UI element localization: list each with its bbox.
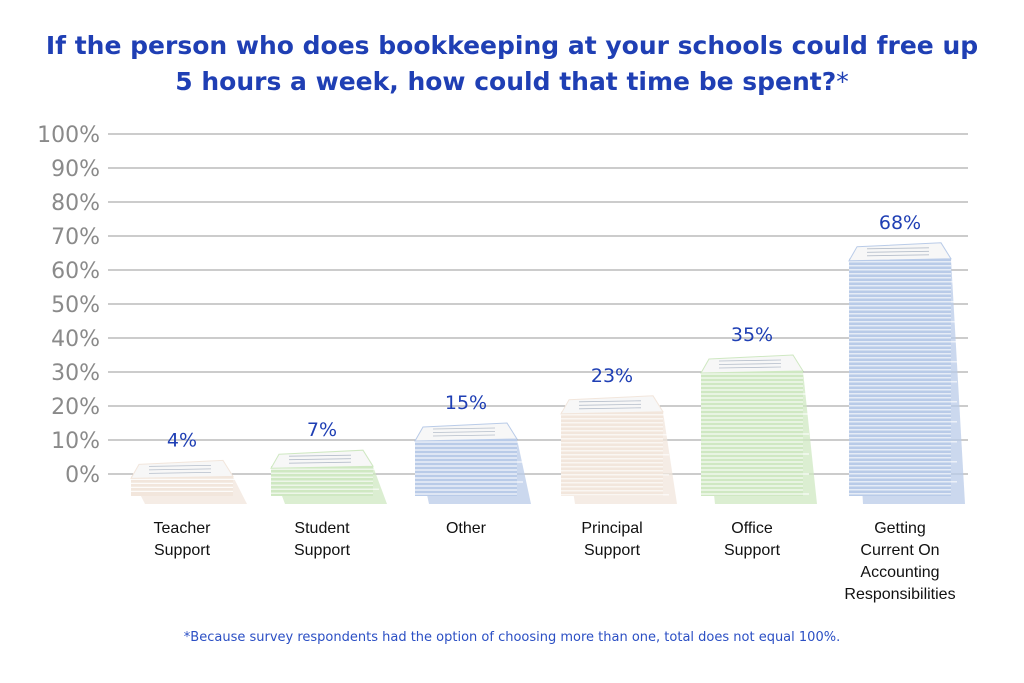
x-category-label: Current On bbox=[860, 542, 939, 559]
document-line bbox=[718, 366, 782, 369]
document-line bbox=[866, 254, 930, 257]
x-category-label: Other bbox=[446, 520, 487, 537]
document-line bbox=[288, 458, 352, 461]
data-label: 4% bbox=[167, 429, 197, 451]
y-tick-label: 0% bbox=[65, 463, 100, 488]
y-tick-label: 10% bbox=[51, 429, 100, 454]
x-category-label: Student bbox=[294, 520, 350, 537]
document-line bbox=[432, 434, 496, 437]
y-tick-label: 20% bbox=[51, 395, 100, 420]
document-line bbox=[432, 427, 496, 430]
x-category-label: Teacher bbox=[154, 520, 212, 537]
bar bbox=[560, 395, 677, 504]
x-category-label: Support bbox=[154, 542, 211, 559]
document-line bbox=[148, 472, 212, 474]
data-label: 23% bbox=[591, 365, 633, 387]
y-tick-label: 50% bbox=[51, 293, 100, 318]
bar bbox=[414, 422, 531, 504]
x-category-label: Support bbox=[584, 542, 641, 559]
document-line bbox=[578, 400, 642, 403]
x-category-label: Office bbox=[731, 520, 773, 537]
y-tick-label: 80% bbox=[51, 191, 100, 216]
x-category-label: Responsibilities bbox=[844, 586, 955, 603]
document-line bbox=[288, 461, 352, 464]
chart-title: If the person who does bookkeeping at yo… bbox=[40, 28, 984, 100]
y-tick-label: 60% bbox=[51, 259, 100, 284]
document-line bbox=[288, 454, 352, 457]
y-tick-label: 100% bbox=[37, 123, 100, 148]
document-line bbox=[578, 403, 642, 406]
data-label: 68% bbox=[879, 212, 921, 234]
document-line bbox=[718, 359, 782, 362]
y-tick-label: 70% bbox=[51, 225, 100, 250]
bar bbox=[700, 354, 817, 504]
x-category-label: Principal bbox=[581, 520, 642, 537]
x-category-label: Support bbox=[294, 542, 351, 559]
chart-footnote: *Because survey respondents had the opti… bbox=[183, 630, 841, 645]
document-line bbox=[578, 407, 642, 410]
document-line bbox=[866, 247, 930, 250]
x-category-label: Support bbox=[724, 542, 781, 559]
bar bbox=[130, 459, 247, 504]
y-tick-label: 90% bbox=[51, 157, 100, 182]
document-line bbox=[718, 363, 782, 365]
chart-title-text: If the person who does bookkeeping at yo… bbox=[45, 31, 979, 96]
y-tick-label: 40% bbox=[51, 327, 100, 352]
bar bbox=[848, 242, 965, 504]
bar-stack bbox=[561, 411, 663, 496]
y-tick-label: 30% bbox=[51, 361, 100, 386]
data-label: 15% bbox=[445, 392, 487, 414]
document-line bbox=[148, 468, 212, 471]
bar bbox=[270, 449, 387, 504]
document-line bbox=[432, 431, 496, 433]
document-line bbox=[148, 465, 212, 467]
document-line bbox=[866, 250, 930, 253]
x-category-label: Accounting bbox=[860, 564, 939, 581]
x-category-label: Getting bbox=[874, 520, 926, 537]
data-label: 7% bbox=[307, 419, 337, 441]
bar-stack bbox=[415, 439, 517, 496]
chart-title-marker: * bbox=[836, 67, 849, 96]
data-label: 35% bbox=[731, 324, 773, 346]
